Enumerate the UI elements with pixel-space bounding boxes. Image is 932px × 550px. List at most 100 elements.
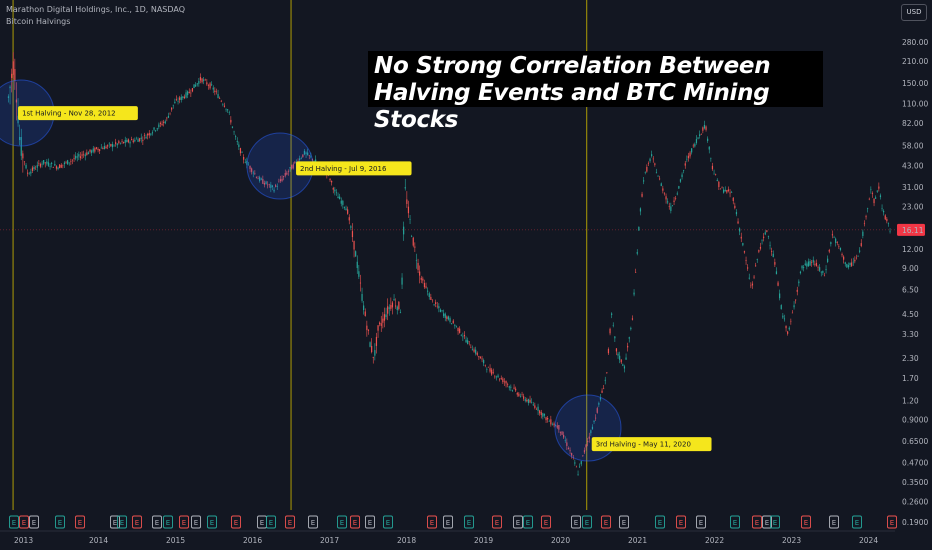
earnings-marker[interactable]: E <box>337 515 347 529</box>
candle <box>207 83 210 90</box>
candle <box>814 260 816 267</box>
earnings-marker[interactable]: E <box>464 515 474 529</box>
svg-text:E: E <box>604 519 608 527</box>
earnings-marker[interactable]: E <box>427 515 437 529</box>
earnings-marker[interactable]: E <box>383 515 393 529</box>
earnings-marker[interactable]: E <box>132 515 142 529</box>
candle <box>795 299 797 304</box>
earnings-marker[interactable]: E <box>619 515 629 529</box>
candle <box>108 142 110 148</box>
svg-text:E: E <box>765 519 769 527</box>
earnings-marker[interactable]: E <box>752 515 762 529</box>
earnings-marker[interactable]: E <box>75 515 85 529</box>
candle <box>742 242 744 247</box>
candle <box>331 180 333 186</box>
candle <box>871 191 874 198</box>
earnings-marker[interactable]: E <box>676 515 686 529</box>
earnings-marker[interactable]: E <box>285 515 295 529</box>
candle <box>577 470 579 476</box>
earnings-marker[interactable]: E <box>762 515 772 529</box>
earnings-marker[interactable]: E <box>350 515 360 529</box>
candle <box>443 309 445 318</box>
y-tick: 43.00 <box>902 161 924 170</box>
candle <box>470 344 472 349</box>
candle <box>884 214 886 221</box>
candle <box>172 104 174 109</box>
candle <box>759 242 762 251</box>
earnings-marker[interactable]: E <box>152 515 162 529</box>
earnings-marker[interactable]: E <box>207 515 217 529</box>
earnings-marker[interactable]: E <box>852 515 862 529</box>
candle <box>697 137 699 140</box>
candle <box>190 89 192 97</box>
earnings-marker[interactable]: E <box>29 515 39 529</box>
currency-button[interactable]: USD <box>901 4 927 21</box>
earnings-marker[interactable]: E <box>541 515 551 529</box>
earnings-marker[interactable]: E <box>829 515 839 529</box>
candle <box>425 282 427 289</box>
candle <box>30 168 32 177</box>
earnings-marker[interactable]: E <box>19 515 29 529</box>
earnings-marker[interactable]: E <box>492 515 502 529</box>
candle <box>532 401 534 407</box>
candle <box>678 185 680 189</box>
candle <box>415 253 418 269</box>
earnings-marker[interactable]: E <box>9 515 19 529</box>
candle <box>286 170 288 176</box>
svg-text:E: E <box>890 519 894 527</box>
earnings-marker[interactable]: E <box>571 515 581 529</box>
candle <box>484 364 486 368</box>
candle <box>76 153 78 162</box>
banner-line-2: Halving Events and BTC Mining Stocks <box>374 80 770 133</box>
earnings-marker[interactable]: E <box>191 515 201 529</box>
candle <box>540 409 542 419</box>
candle <box>49 163 51 170</box>
earnings-marker[interactable]: E <box>231 515 241 529</box>
candle <box>99 149 101 155</box>
earnings-marker[interactable]: E <box>513 515 523 529</box>
earnings-marker[interactable]: E <box>308 515 318 529</box>
earnings-marker[interactable]: E <box>443 515 453 529</box>
earnings-marker[interactable]: E <box>770 515 780 529</box>
earnings-marker[interactable]: E <box>110 515 120 529</box>
candle <box>777 280 779 287</box>
earnings-marker[interactable]: E <box>179 515 189 529</box>
earnings-marker[interactable]: E <box>523 515 533 529</box>
candle <box>574 459 576 466</box>
candle <box>467 337 469 345</box>
earnings-marker[interactable]: E <box>163 515 173 529</box>
svg-text:E: E <box>32 519 36 527</box>
earnings-marker[interactable]: E <box>887 515 897 529</box>
earnings-marker[interactable]: E <box>365 515 375 529</box>
candles <box>7 52 891 476</box>
candle <box>863 220 866 227</box>
earnings-marker[interactable]: E <box>655 515 665 529</box>
earnings-marker[interactable]: E <box>801 515 811 529</box>
earnings-marker[interactable]: E <box>582 515 592 529</box>
earnings-marker[interactable]: E <box>117 515 127 529</box>
candle <box>51 161 53 168</box>
earnings-marker[interactable]: E <box>55 515 65 529</box>
candle <box>287 169 290 176</box>
candle <box>819 264 821 273</box>
candle <box>417 258 419 274</box>
candle <box>33 165 35 171</box>
candle <box>169 112 171 116</box>
candle <box>87 151 90 155</box>
earnings-marker[interactable]: E <box>257 515 267 529</box>
x-tick: 2013 <box>14 536 33 545</box>
earnings-marker[interactable]: E <box>601 515 611 529</box>
candle <box>36 161 38 172</box>
candle <box>521 391 523 397</box>
candle <box>147 132 149 140</box>
candle <box>857 255 859 257</box>
y-tick: 58.00 <box>902 142 924 151</box>
earnings-marker[interactable]: E <box>696 515 706 529</box>
earnings-marker[interactable]: E <box>266 515 276 529</box>
candle <box>823 272 826 277</box>
candle <box>515 386 517 392</box>
candle <box>607 347 610 356</box>
candle <box>881 204 883 212</box>
earnings-marker[interactable]: E <box>730 515 740 529</box>
